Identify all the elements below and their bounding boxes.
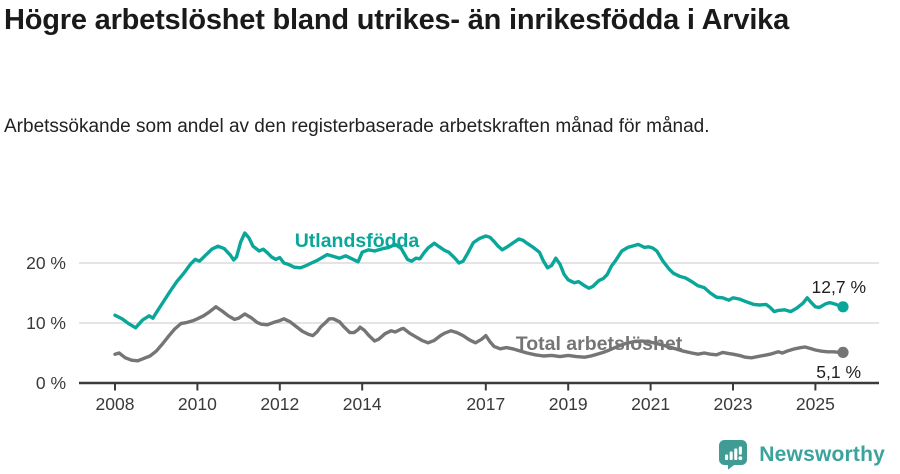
chart-subtitle: Arbetssökande som andel av den registerb… [4,116,710,137]
series-end-value-0: 12,7 % [812,277,866,297]
series-end-value-1: 5,1 % [816,362,861,382]
line-chart: 0 % 10 % 20 % 2008 2010 2012 2014 2017 2019 2021 2… [0,208,900,440]
newsworthy-logo-icon [718,439,748,470]
x-axis-tick-label: 2025 [796,394,835,414]
series-end-dot-0 [837,301,849,313]
brand-name: Newsworthy [759,442,885,466]
page-title: Högre arbetslöshet bland utrikes- än inr… [4,4,790,36]
x-axis-tick-label: 2023 [714,394,753,414]
y-axis-tick-label: 10 % [26,313,66,333]
x-axis-tick-label: 2010 [178,394,217,414]
series-line-1 [113,305,845,363]
x-axis-tick-label: 2021 [631,394,670,414]
x-axis-tick-label: 2008 [96,394,135,414]
series-line-0 [113,231,845,330]
x-axis-tick-label: 2012 [260,394,299,414]
line-chart-canvas: 0 % 10 % 20 % 2008 2010 2012 2014 2017 2019 2021 2… [26,230,879,414]
y-axis-tick-label: 20 % [26,253,66,273]
newsworthy-branding: Newsworthy [718,439,885,470]
x-axis-tick-label: 2017 [466,394,505,414]
series-end-dot-1 [837,346,849,358]
series-label-0: Utlandsfödda [295,230,420,252]
y-axis-tick-label: 0 % [36,373,66,393]
x-axis-tick-label: 2019 [549,394,588,414]
series-label-1: Total arbetslöshet [516,333,683,355]
x-axis-tick-label: 2014 [343,394,382,414]
